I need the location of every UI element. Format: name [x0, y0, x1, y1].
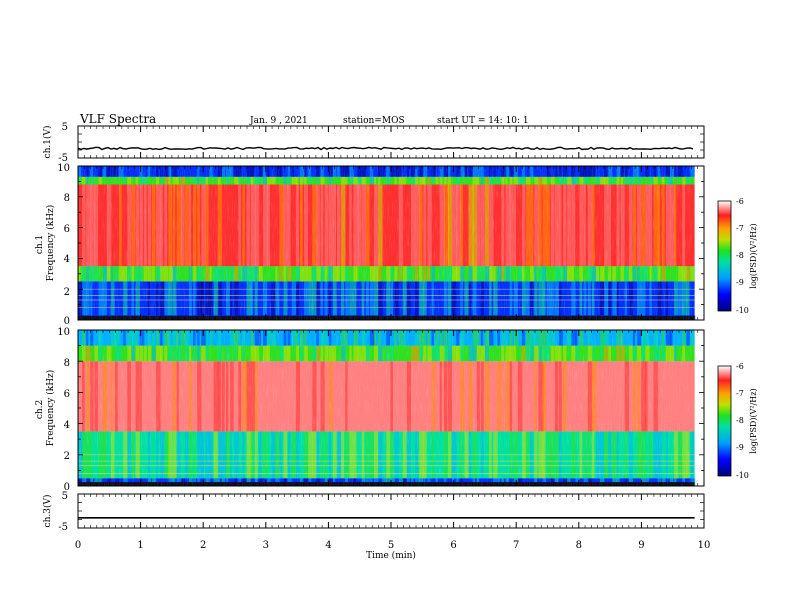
start-time-label: start UT = 14: 10: 1 [437, 116, 529, 126]
x-tick-label: 6 [450, 540, 456, 551]
figure-title: VLF Spectra [79, 112, 156, 126]
spec1-ylabel: ch.1 Frequency (kHz) [35, 205, 56, 282]
spec2-ytick-8: 8 [64, 358, 70, 369]
spec2-ytick-2: 2 [64, 451, 70, 462]
x-tick-label: 10 [698, 540, 711, 551]
station-label: station=MOS [343, 116, 405, 126]
ch1-ytick-top: 5 [62, 122, 68, 133]
ch1-waveform-panel: 5 -5 ch.1(V) [42, 122, 705, 164]
date-label: Jan. 9 , 2021 [249, 116, 308, 126]
cb1-tick-m7: -7 [736, 224, 744, 233]
cb2-tick-m8: -8 [736, 416, 744, 425]
cb1-tick-m9: -9 [736, 278, 744, 287]
spectrum-cell [690, 345, 695, 362]
spec2-ylabel-text: ch.2 [35, 400, 45, 419]
spec1-ytick-10: 10 [57, 163, 70, 174]
spec1-ytick-6: 6 [64, 224, 70, 235]
cb2-label: log(PSD)(V²/Hz) [749, 388, 758, 453]
ch2-colorbar: -6 -7 -8 -9 -10 log(PSD)(V²/Hz) [717, 362, 758, 480]
x-axis: 0 1 2 3 4 5 6 7 8 9 10 [75, 125, 711, 551]
spec2-ytick-0: 0 [64, 482, 70, 493]
spec2-ytick-10: 10 [57, 327, 70, 338]
spec2-ytick-4: 4 [64, 420, 70, 431]
ch1-waveform-trace [77, 146, 694, 151]
x-tick-label: 8 [576, 540, 582, 551]
cb2-tick-m7: -7 [736, 389, 744, 398]
spec2-ylabel-line2: Frequency (kHz) [45, 370, 56, 447]
ch1-colorbar: -6 -7 -8 -9 -10 log(PSD)(V²/Hz) [717, 197, 758, 315]
x-tick-label: 3 [263, 540, 269, 551]
x-tick-label: 5 [388, 540, 394, 551]
spectrum-cell [690, 330, 694, 346]
spectrum-cell [690, 176, 694, 185]
x-tick-label: 0 [75, 540, 81, 551]
ch3-waveform-panel: 5 -5 ch.3(V) [42, 491, 705, 533]
spectrum-cell [690, 166, 695, 177]
spec2-ytick-6: 6 [64, 389, 70, 400]
cb1-tick-m10: -10 [736, 306, 749, 315]
ch3-ylabel: ch.3(V) [42, 495, 53, 528]
x-tick-label: 4 [325, 540, 331, 551]
cb2-tick-m6: -6 [736, 362, 744, 371]
spec1-ytick-2: 2 [64, 287, 70, 298]
spec2-ylabel: ch.2 Frequency (kHz) [35, 370, 56, 447]
spec1-ytick-8: 8 [64, 193, 70, 204]
ch1-ylabel: ch.1(V) [42, 126, 53, 159]
spectrum-cell [690, 281, 695, 316]
x-tick-label: 2 [200, 540, 206, 551]
spectrum-cell [690, 184, 695, 267]
spectrum-cell [690, 266, 694, 282]
spec1-ytick-4: 4 [64, 254, 70, 265]
cb2-tick-m9: -9 [736, 443, 744, 452]
ch2-spectrogram-panel: 0 2 4 6 8 10 ch.2 Frequency (kHz) [35, 327, 705, 493]
cb1-tick-m6: -6 [736, 197, 744, 206]
cb1-tick-m8: -8 [736, 251, 744, 260]
cb2-tick-m10: -10 [736, 471, 749, 480]
ch3-ytick-bottom: -5 [58, 522, 68, 533]
spec1-ylabel-text: ch.1 [35, 235, 45, 254]
spectrum-cell [690, 361, 694, 432]
spec1-ytick-0: 0 [64, 316, 70, 327]
x-tick-label: 9 [638, 540, 644, 551]
x-axis-label: Time (min) [366, 550, 416, 561]
ch1-ytick-bottom: -5 [58, 153, 68, 164]
cb1-label: log(PSD)(V²/Hz) [749, 223, 758, 288]
x-tick-label: 7 [513, 540, 519, 551]
spec1-ylabel-line2: Frequency (kHz) [45, 205, 56, 282]
x-tick-label: 1 [137, 540, 143, 551]
ch1-spectrogram-panel: 0 2 4 6 8 10 ch.1 Frequency (kHz) [35, 163, 705, 327]
ch3-ytick-top: 5 [62, 491, 68, 502]
